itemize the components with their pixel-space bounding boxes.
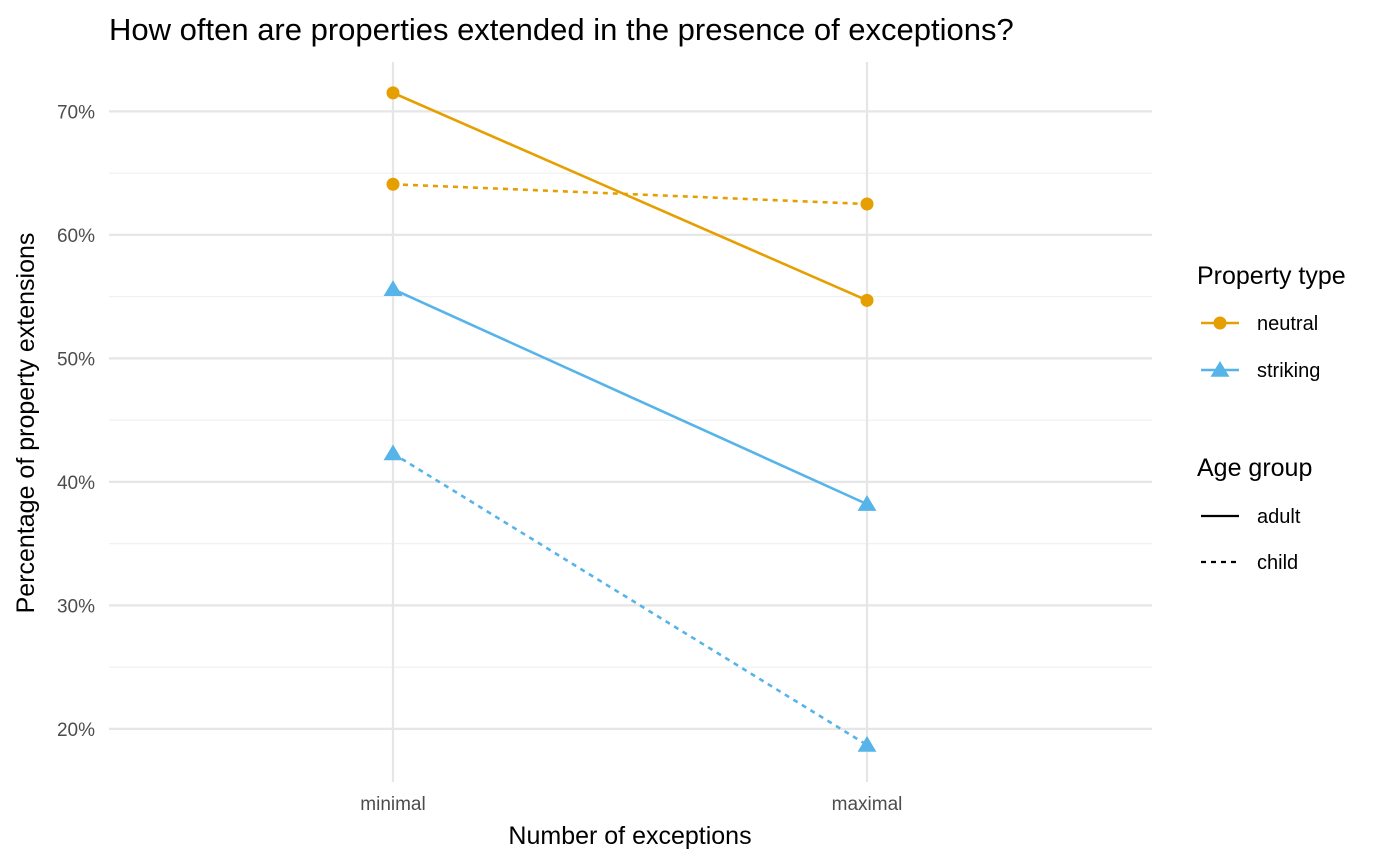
series-striking-child bbox=[383, 444, 877, 752]
y-tick-label: 20% bbox=[57, 720, 95, 741]
legend-property-type: Property type neutral striking bbox=[1197, 262, 1346, 382]
chart-title: How often are properties extended in the… bbox=[109, 12, 1014, 47]
series-striking-adult bbox=[383, 280, 877, 511]
x-tick-label: minimal bbox=[360, 794, 425, 815]
series-line bbox=[392, 452, 868, 747]
data-point bbox=[386, 86, 400, 100]
legend-age-group: Age group adult child bbox=[1197, 454, 1312, 574]
legend-entry: neutral bbox=[1201, 313, 1318, 335]
data-point bbox=[860, 293, 874, 307]
data-point bbox=[857, 735, 877, 752]
legend-label: striking bbox=[1257, 360, 1320, 382]
data-point bbox=[857, 495, 877, 511]
series-neutral-child bbox=[386, 177, 874, 211]
legend-key-marker bbox=[1210, 361, 1230, 377]
series-neutral-adult bbox=[386, 86, 874, 307]
legend: Property type neutral striking Age group adu… bbox=[1197, 262, 1346, 574]
legend-entry: child bbox=[1201, 552, 1298, 574]
y-axis-ticks: 20% 30% 40% 50% 60% 70% bbox=[57, 102, 95, 740]
x-axis-ticks: minimal maximal bbox=[360, 794, 902, 815]
legend-title: Age group bbox=[1197, 454, 1312, 482]
data-point bbox=[386, 177, 400, 191]
legend-title: Property type bbox=[1197, 262, 1346, 290]
y-axis-title: Percentage of property extensions bbox=[12, 233, 40, 614]
data-point bbox=[383, 444, 403, 461]
y-tick-label: 40% bbox=[57, 473, 95, 494]
legend-label: child bbox=[1257, 552, 1298, 574]
data-point bbox=[383, 280, 403, 296]
y-tick-label: 70% bbox=[57, 102, 95, 123]
legend-key-marker bbox=[1213, 316, 1227, 330]
data-point bbox=[860, 197, 874, 211]
y-tick-label: 30% bbox=[57, 596, 95, 617]
legend-label: adult bbox=[1257, 506, 1301, 528]
legend-entry: striking bbox=[1201, 360, 1320, 382]
series-layer bbox=[383, 86, 877, 752]
y-tick-label: 60% bbox=[57, 226, 95, 247]
series-line bbox=[392, 91, 868, 302]
x-tick-label: maximal bbox=[832, 794, 903, 815]
series-line bbox=[392, 182, 868, 206]
legend-label: neutral bbox=[1257, 313, 1318, 335]
series-line bbox=[392, 288, 868, 506]
y-tick-label: 50% bbox=[57, 349, 95, 370]
legend-entry: adult bbox=[1201, 506, 1301, 528]
x-axis-title: Number of exceptions bbox=[508, 822, 751, 850]
grid bbox=[109, 62, 1152, 782]
